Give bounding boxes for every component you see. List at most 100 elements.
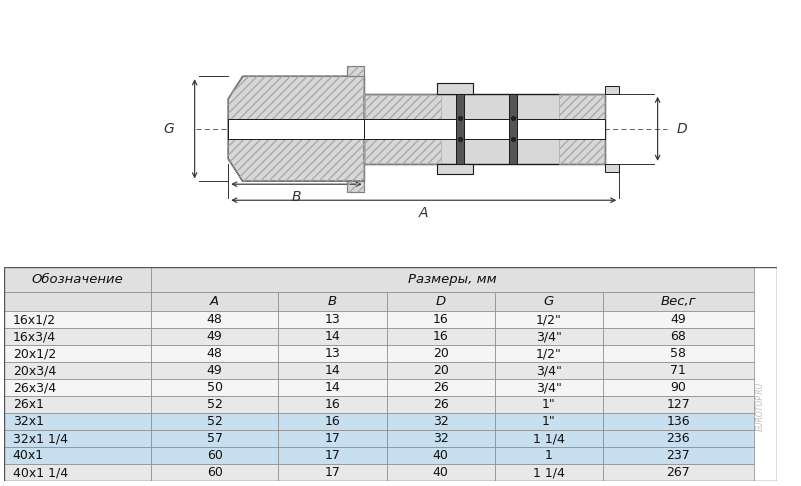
Bar	[279, 292, 387, 311]
Text: 16: 16	[433, 313, 449, 326]
Polygon shape	[228, 76, 364, 181]
Bar	[279, 413, 387, 430]
Bar	[603, 447, 754, 464]
Text: 52: 52	[207, 398, 223, 411]
Text: A: A	[210, 295, 219, 308]
Bar	[437, 164, 473, 174]
Bar	[151, 311, 279, 328]
Text: B: B	[328, 295, 337, 308]
Bar	[603, 345, 754, 362]
Text: EUROTOP.RU: EUROTOP.RU	[755, 382, 764, 431]
Text: D: D	[436, 295, 446, 308]
Text: 17: 17	[324, 466, 340, 479]
Bar	[347, 181, 364, 192]
Bar	[603, 292, 754, 311]
Bar	[4, 292, 151, 311]
Bar	[4, 464, 151, 481]
Text: 136: 136	[666, 415, 690, 428]
Bar	[279, 328, 387, 345]
Text: 49: 49	[670, 313, 686, 326]
Text: 50: 50	[207, 381, 223, 394]
Bar	[151, 267, 754, 292]
Text: 1": 1"	[542, 415, 556, 428]
Bar	[228, 119, 364, 139]
Bar	[387, 362, 495, 379]
Bar	[347, 66, 364, 76]
Text: 14: 14	[324, 330, 340, 343]
Bar	[603, 362, 754, 379]
Text: Размеры, мм: Размеры, мм	[408, 273, 497, 286]
Bar	[495, 447, 603, 464]
Bar	[4, 267, 151, 292]
Bar	[509, 94, 517, 164]
Text: 267: 267	[666, 466, 690, 479]
Bar	[151, 430, 279, 447]
Text: 20: 20	[433, 347, 449, 360]
Bar	[151, 345, 279, 362]
Text: 1/2": 1/2"	[536, 347, 562, 360]
Text: 32x1: 32x1	[13, 415, 44, 428]
Bar	[151, 328, 279, 345]
Bar	[4, 328, 151, 345]
Text: 49: 49	[207, 330, 223, 343]
Bar	[495, 311, 603, 328]
Text: 48: 48	[207, 313, 223, 326]
Bar	[4, 430, 151, 447]
Bar	[279, 396, 387, 413]
Text: 90: 90	[670, 381, 686, 394]
Bar	[387, 430, 495, 447]
Bar	[495, 464, 603, 481]
Text: 17: 17	[324, 432, 340, 445]
Bar	[387, 292, 495, 311]
Bar	[495, 396, 603, 413]
Bar	[387, 447, 495, 464]
Bar	[151, 292, 279, 311]
Bar	[151, 413, 279, 430]
Text: 16: 16	[324, 398, 340, 411]
Bar	[151, 362, 279, 379]
Bar	[279, 345, 387, 362]
Bar	[605, 86, 619, 94]
Text: Вес,г: Вес,г	[661, 295, 696, 308]
Bar	[279, 464, 387, 481]
Bar	[603, 464, 754, 481]
Bar	[387, 413, 495, 430]
Bar	[387, 464, 495, 481]
Text: 32x1 1/4: 32x1 1/4	[13, 432, 68, 445]
Text: 3/4": 3/4"	[536, 381, 562, 394]
Text: 32: 32	[433, 432, 449, 445]
Bar	[495, 379, 603, 396]
Bar	[151, 447, 279, 464]
Text: 68: 68	[670, 330, 686, 343]
Bar	[364, 119, 605, 139]
Bar	[495, 362, 603, 379]
Text: 13: 13	[324, 313, 340, 326]
Text: 17: 17	[324, 449, 340, 462]
Bar	[387, 311, 495, 328]
Bar	[4, 396, 151, 413]
Text: 60: 60	[207, 466, 223, 479]
Bar	[603, 396, 754, 413]
Bar	[495, 345, 603, 362]
Bar	[495, 328, 603, 345]
Bar	[603, 430, 754, 447]
Bar	[279, 379, 387, 396]
Text: 26: 26	[433, 398, 449, 411]
Text: 40: 40	[433, 466, 449, 479]
Text: D: D	[676, 122, 687, 136]
Text: Обозначение: Обозначение	[31, 273, 123, 286]
Bar	[279, 362, 387, 379]
Text: 3/4": 3/4"	[536, 330, 562, 343]
Text: 32: 32	[433, 415, 449, 428]
Bar	[603, 379, 754, 396]
Text: 1": 1"	[542, 398, 556, 411]
Text: 40x1 1/4: 40x1 1/4	[13, 466, 68, 479]
Bar	[605, 164, 619, 172]
Text: 60: 60	[207, 449, 223, 462]
Bar	[603, 328, 754, 345]
Bar	[4, 447, 151, 464]
Text: 40x1: 40x1	[13, 449, 44, 462]
Text: 13: 13	[324, 347, 340, 360]
Bar	[279, 447, 387, 464]
Text: 26x1: 26x1	[13, 398, 44, 411]
